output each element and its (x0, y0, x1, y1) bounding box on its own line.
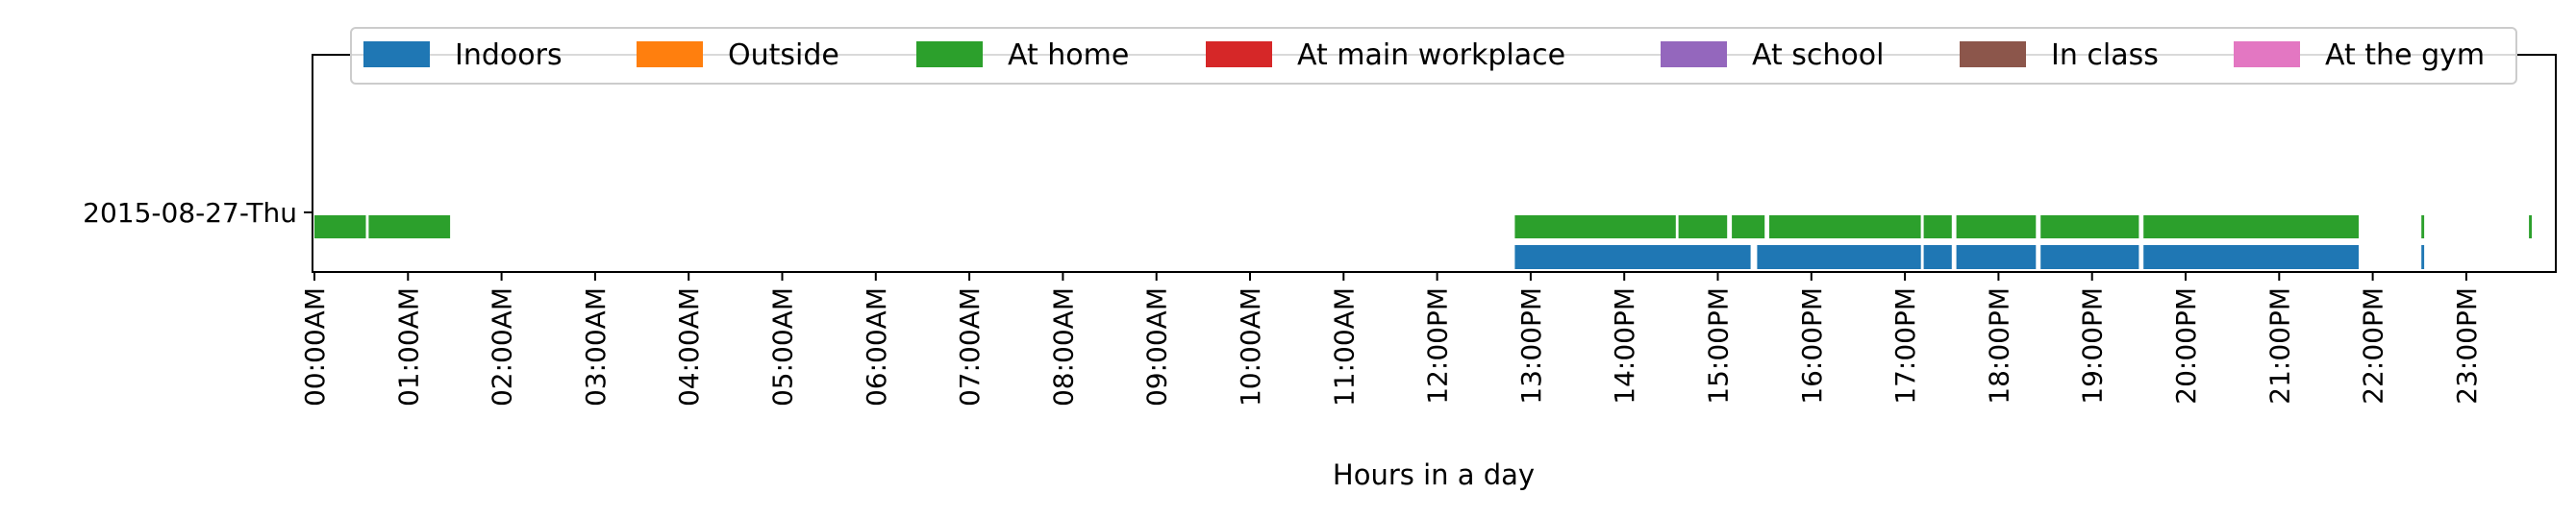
legend-item-in-class: In class (1960, 38, 2159, 72)
x-tick-label: 07:00AM (954, 287, 986, 407)
bar-at-home-11 (2529, 215, 2532, 238)
bar-at-home-6 (1923, 215, 1952, 238)
x-tick-label: 21:00PM (2263, 287, 2295, 405)
x-tick-label: 18:00PM (1983, 287, 2014, 405)
bar-indoors-2 (1923, 245, 1952, 269)
x-tick-label: 02:00AM (487, 287, 518, 407)
legend-item-at-main-workplace: At main workplace (1206, 38, 1565, 72)
x-tick-label: 13:00PM (1515, 287, 1547, 405)
legend-swatch (363, 41, 430, 67)
x-tick-label: 14:00PM (1609, 287, 1640, 405)
x-tick-label: 08:00AM (1047, 287, 1079, 407)
bar-at-home-9 (2143, 215, 2359, 238)
bars-layer (314, 215, 2532, 269)
x-tick-label: 16:00PM (1796, 287, 1828, 405)
plot-frame (312, 54, 2557, 273)
bar-at-home-3 (1678, 215, 1728, 238)
legend-swatch (1206, 41, 1272, 67)
bar-at-home-4 (1732, 215, 1765, 238)
x-tick-label: 05:00AM (767, 287, 799, 407)
x-tick-label: 06:00AM (861, 287, 892, 407)
bar-indoors-1 (1757, 245, 1921, 269)
x-tick-label: 11:00AM (1328, 287, 1360, 407)
legend-label: Indoors (455, 38, 563, 72)
legend-swatch (2234, 41, 2300, 67)
x-tick-label: 09:00AM (1141, 287, 1173, 407)
x-tick-label: 10:00AM (1235, 287, 1266, 407)
legend-item-at-home: At home (916, 38, 1129, 72)
legend-label: Outside (728, 38, 839, 72)
bar-at-home-8 (2040, 215, 2139, 238)
x-tick-label: 00:00AM (299, 287, 331, 407)
bar-indoors-0 (1514, 245, 1751, 269)
legend-swatch (1661, 41, 1727, 67)
legend: Indoors Outside At home At main workplace At… (350, 27, 2517, 85)
x-axis-label: Hours in a day (1333, 458, 1535, 491)
bar-at-home-5 (1769, 215, 1921, 238)
x-tick-label: 17:00PM (1889, 287, 1921, 405)
x-tick-label: 01:00AM (392, 287, 424, 407)
bar-at-home-2 (1514, 215, 1676, 238)
legend-label: At the gym (2325, 38, 2485, 72)
x-tick-label: 20:00PM (2170, 287, 2202, 405)
y-axis: 2015-08-27-Thu (83, 197, 313, 229)
legend-item-outside: Outside (637, 38, 839, 72)
x-tick-label: 03:00AM (580, 287, 612, 407)
x-tick-label: 19:00PM (2077, 287, 2109, 405)
legend-label: At home (1008, 38, 1129, 72)
legend-swatch (916, 41, 983, 67)
x-axis: 00:00AM 01:00AM 02:00AM 03:00AM 04:00AM 05:00… (299, 272, 2483, 407)
x-tick-label: 04:00AM (673, 287, 705, 407)
y-tick-label: 2015-08-27-Thu (83, 197, 297, 229)
bar-at-home-7 (1956, 215, 2037, 238)
legend-label: At school (1752, 38, 1884, 72)
bar-indoors-4 (2040, 245, 2139, 269)
legend-item-at-school: At school (1661, 38, 1884, 72)
bar-at-home-1 (368, 215, 451, 238)
legend-label: At main workplace (1297, 38, 1565, 72)
bar-indoors-6 (2421, 245, 2425, 269)
bar-indoors-5 (2143, 245, 2359, 269)
bar-at-home-10 (2421, 215, 2425, 238)
legend-swatch (1960, 41, 2026, 67)
bar-at-home-0 (314, 215, 366, 238)
x-tick-label: 15:00PM (1703, 287, 1735, 405)
x-tick-label: 23:00PM (2451, 287, 2483, 405)
x-tick-label: 22:00PM (2358, 287, 2389, 405)
legend-item-indoors: Indoors (363, 38, 563, 72)
legend-swatch (637, 41, 703, 67)
bar-indoors-3 (1956, 245, 2037, 269)
legend-label: In class (2051, 38, 2159, 72)
x-tick-label: 12:00PM (1422, 287, 1454, 405)
legend-item-at-the-gym: At the gym (2234, 38, 2485, 72)
